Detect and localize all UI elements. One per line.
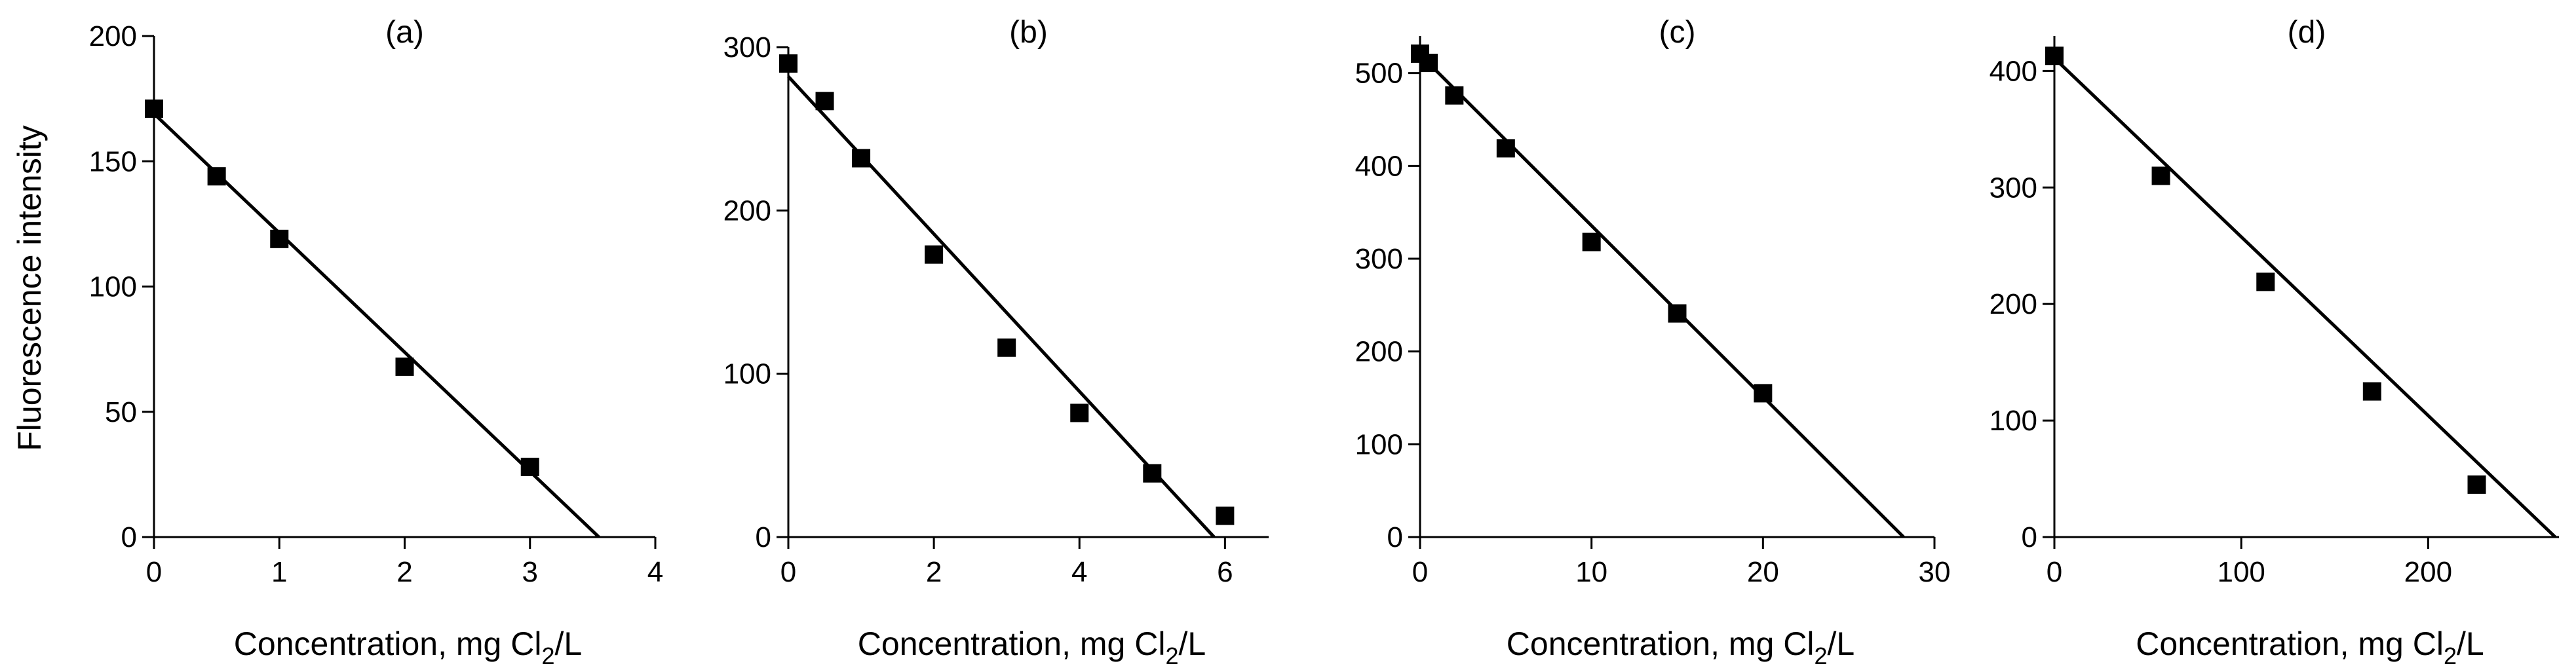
y-axis-title: Fluorescence intensity	[11, 125, 48, 451]
x-tick-label-a: 2	[396, 556, 412, 588]
x-axis-title-main: Concentration, mg Cl	[234, 625, 542, 662]
y-tick-label-a: 200	[89, 20, 137, 52]
data-point-d	[2362, 382, 2381, 401]
data-point-a	[520, 457, 539, 476]
x-tick-label-c: 10	[1575, 556, 1607, 588]
x-tick-label-c: 30	[1919, 556, 1951, 588]
data-point-b	[852, 149, 871, 168]
data-point-a	[145, 99, 163, 118]
y-tick-label-c: 500	[1355, 58, 1403, 90]
y-tick-label-d: 0	[2022, 521, 2037, 553]
panel-title-b: (b)	[1009, 15, 1048, 50]
fit-line-c	[1419, 53, 1905, 538]
x-tick-label-d: 100	[2217, 556, 2265, 588]
data-point-b	[1216, 506, 1235, 525]
y-tick-label-b: 200	[723, 195, 771, 227]
y-tick-label-d: 200	[1990, 288, 2037, 320]
y-tick-label-d: 100	[1990, 405, 2037, 437]
data-point-a	[395, 357, 414, 376]
x-axis-title-subscript: 2	[1814, 642, 1827, 669]
x-axis-title-main: Concentration, mg Cl	[1507, 625, 1815, 662]
x-axis-title-d: Concentration, mg Cl2/L	[2136, 625, 2484, 669]
x-axis-title-subscript: 2	[2444, 642, 2457, 669]
data-point-d	[2467, 475, 2486, 494]
data-point-c	[1754, 384, 1773, 403]
y-tick-label-a: 150	[89, 145, 137, 177]
x-tick-label-d: 200	[2404, 556, 2452, 588]
data-point-c	[1582, 233, 1601, 251]
panel-title-c: (c)	[1659, 15, 1696, 50]
data-point-b	[815, 92, 834, 111]
y-tick-label-d: 400	[1990, 55, 2037, 87]
x-axis-title-main: Concentration, mg Cl	[858, 625, 1166, 662]
data-point-a	[207, 167, 226, 186]
y-tick-label-a: 50	[105, 396, 137, 428]
data-point-c	[1496, 139, 1515, 158]
x-axis-title-subscript: 2	[541, 642, 554, 669]
y-tick-label-a: 0	[121, 521, 137, 553]
data-point-b	[1143, 464, 1162, 483]
y-tick-label-c: 300	[1355, 243, 1403, 275]
x-tick-label-b: 4	[1071, 556, 1087, 588]
x-axis-title-c: Concentration, mg Cl2/L	[1507, 625, 1855, 669]
x-tick-label-a: 3	[522, 556, 538, 588]
x-axis-title-main: Concentration, mg Cl	[2136, 625, 2444, 662]
x-tick-label-b: 0	[780, 556, 796, 588]
y-tick-label-c: 400	[1355, 150, 1403, 182]
data-point-a	[270, 229, 289, 248]
y-tick-label-b: 300	[723, 31, 771, 64]
x-tick-label-a: 0	[146, 556, 162, 588]
x-axis-title-tail: /L	[2457, 625, 2484, 662]
y-tick-label-a: 100	[89, 271, 137, 303]
x-tick-label-d: 0	[2047, 556, 2062, 588]
x-tick-label-b: 2	[926, 556, 942, 588]
x-axis-title-b: Concentration, mg Cl2/L	[858, 625, 1206, 669]
y-tick-label-d: 300	[1990, 172, 2037, 204]
data-point-d	[2256, 272, 2275, 291]
panel-title-d: (d)	[2288, 15, 2326, 50]
data-point-b	[925, 245, 944, 264]
data-point-d	[2151, 166, 2170, 185]
x-axis-title-tail: /L	[554, 625, 582, 662]
data-point-c	[1668, 304, 1687, 323]
panel-d: 0 100 200 300 400 0 100 200 (d) Concentration, mg…	[1990, 15, 2559, 669]
fit-line-d	[2053, 56, 2557, 538]
data-point-b	[997, 338, 1016, 357]
x-tick-label-a: 4	[647, 556, 663, 588]
y-tick-label-b: 0	[756, 521, 771, 553]
y-tick-label-c: 200	[1355, 336, 1403, 368]
panel-a: 0 50 100 150 200 0 1 2 3 4 (a) Concentration, mg Cl…	[89, 15, 664, 669]
panel-title-a: (a)	[385, 15, 424, 50]
y-tick-label-b: 100	[723, 358, 771, 390]
x-tick-label-c: 0	[1412, 556, 1428, 588]
x-axis-title-subscript: 2	[1165, 642, 1178, 669]
x-tick-label-a: 1	[271, 556, 287, 588]
data-point-b	[1070, 403, 1089, 422]
x-tick-label-b: 6	[1217, 556, 1233, 588]
data-point-c	[1445, 86, 1464, 105]
y-tick-label-c: 0	[1387, 521, 1403, 553]
data-point-c	[1419, 54, 1438, 73]
data-point-d	[2045, 47, 2064, 65]
data-point-b	[779, 54, 798, 73]
x-axis-title-tail: /L	[1178, 625, 1206, 662]
x-axis-title-tail: /L	[1827, 625, 1855, 662]
y-tick-label-c: 100	[1355, 428, 1403, 460]
x-axis-title-a: Concentration, mg Cl2/L	[234, 625, 582, 669]
panel-c: 0 100 200 300 400 500 0 10 20 30 (c) Concentration,…	[1355, 15, 1951, 669]
x-tick-label-c: 20	[1747, 556, 1779, 588]
